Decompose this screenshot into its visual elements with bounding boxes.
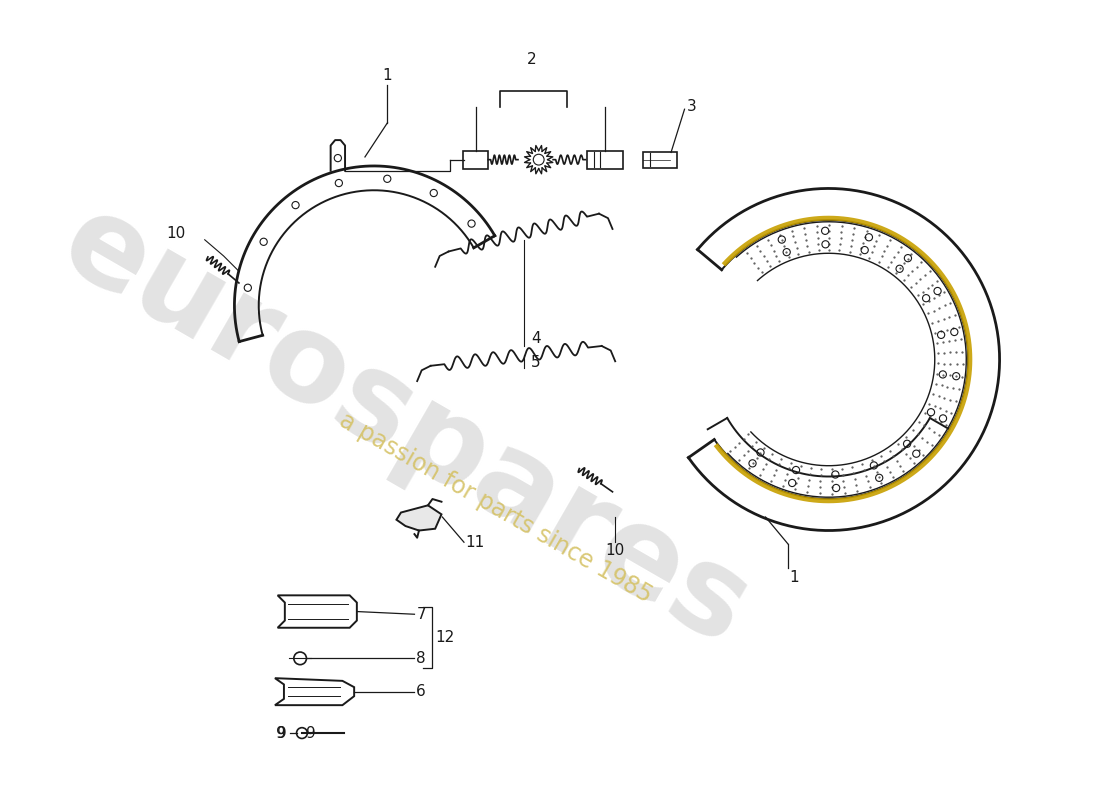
Text: a passion for parts since 1985: a passion for parts since 1985 xyxy=(334,408,656,608)
Text: 4: 4 xyxy=(531,331,541,346)
Text: 6: 6 xyxy=(416,684,426,699)
Polygon shape xyxy=(396,506,441,530)
Text: 3: 3 xyxy=(688,99,697,114)
Text: 8: 8 xyxy=(416,651,426,666)
Text: 1: 1 xyxy=(790,570,800,585)
Text: eurospares: eurospares xyxy=(42,183,769,671)
Text: 12: 12 xyxy=(436,630,454,645)
Text: 5: 5 xyxy=(531,354,541,370)
Text: 7: 7 xyxy=(416,606,426,622)
Text: 10: 10 xyxy=(166,226,186,241)
Text: 2: 2 xyxy=(527,52,537,67)
Text: 9: 9 xyxy=(306,726,316,741)
Text: 10: 10 xyxy=(606,543,625,558)
Text: 1: 1 xyxy=(383,69,393,83)
Text: 11: 11 xyxy=(465,534,485,550)
Text: 9: 9 xyxy=(277,726,287,741)
Text: 9: 9 xyxy=(276,726,286,741)
